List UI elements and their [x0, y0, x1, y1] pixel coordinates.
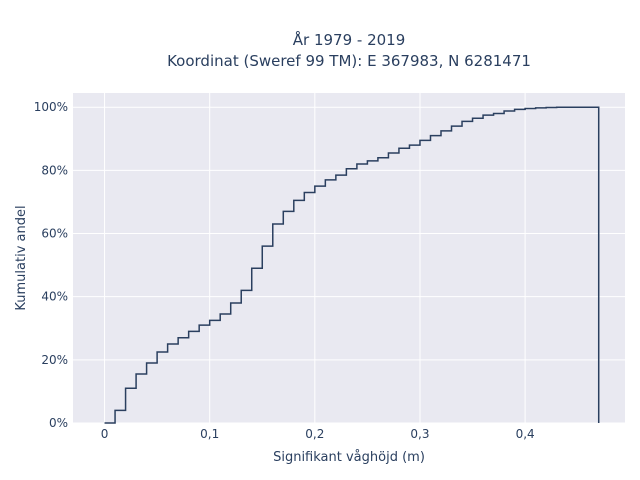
x-axis-title: Signifikant våghöjd (m) — [273, 450, 425, 465]
chart-subtitle: Koordinat (Sweref 99 TM): E 367983, N 62… — [167, 52, 531, 70]
chart-title: År 1979 - 2019 — [293, 30, 406, 49]
series-layer — [104, 106, 600, 424]
y-tick-label: 0% — [49, 416, 68, 430]
y-tick-label: 80% — [41, 163, 68, 177]
y-tick-label: 60% — [41, 227, 68, 241]
plot-area — [73, 93, 625, 423]
y-tick-label: 40% — [41, 290, 68, 304]
y-axis-title: Kumulativ andel — [14, 205, 29, 310]
tick-layer: 0 0,1 0,2 0,3 0,4 0% 20% 40% 60% 80% 100% — [34, 100, 535, 441]
x-tick-label: 0,3 — [410, 427, 429, 441]
x-tick-label: 0,1 — [200, 427, 219, 441]
y-tick-label: 20% — [41, 353, 68, 367]
grid-layer — [73, 93, 625, 424]
x-tick-label: 0 — [101, 427, 109, 441]
x-tick-label: 0,2 — [305, 427, 324, 441]
x-tick-label: 0,4 — [516, 427, 535, 441]
cumulative-step-line — [104, 106, 600, 424]
y-tick-label: 100% — [34, 100, 68, 114]
